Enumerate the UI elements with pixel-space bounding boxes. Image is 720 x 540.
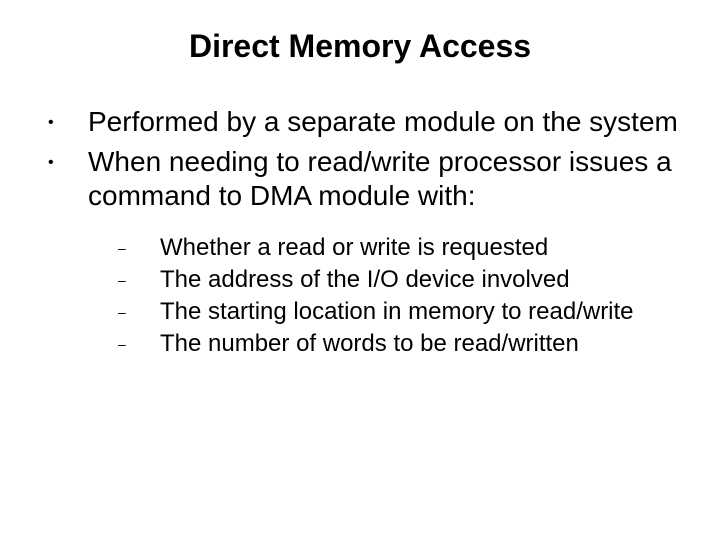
dash-icon: – (112, 329, 160, 359)
list-item-text: The starting location in memory to read/… (160, 297, 634, 327)
sublist-container: – Whether a read or write is requested –… (40, 233, 680, 359)
list-item: – The starting location in memory to rea… (112, 297, 680, 327)
list-item-text: Whether a read or write is requested (160, 233, 548, 263)
list-item-text: When needing to read/write processor iss… (88, 145, 680, 213)
dash-icon: – (112, 233, 160, 263)
dash-icon: – (112, 297, 160, 327)
list-item: – The address of the I/O device involved (112, 265, 680, 295)
list-item-text: The number of words to be read/written (160, 329, 579, 359)
bullet-icon: • (40, 145, 88, 181)
bullet-list-level2: – Whether a read or write is requested –… (112, 233, 680, 359)
dash-icon: – (112, 265, 160, 295)
list-item-text: The address of the I/O device involved (160, 265, 570, 295)
bullet-icon: • (40, 105, 88, 141)
bullet-list-level1: • Performed by a separate module on the … (40, 105, 680, 213)
slide-title: Direct Memory Access (40, 28, 680, 65)
list-item-text: Performed by a separate module on the sy… (88, 105, 678, 139)
list-item: • Performed by a separate module on the … (40, 105, 680, 141)
list-item: • When needing to read/write processor i… (40, 145, 680, 213)
list-item: – Whether a read or write is requested (112, 233, 680, 263)
list-item: – The number of words to be read/written (112, 329, 680, 359)
